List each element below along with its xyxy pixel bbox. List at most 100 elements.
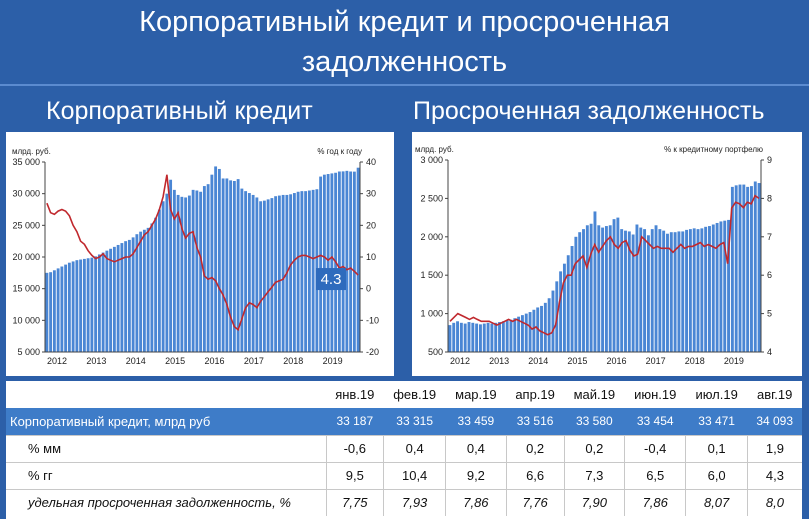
right-tick-label: 9 bbox=[767, 155, 772, 165]
x-tick-label: 2012 bbox=[47, 356, 67, 366]
bar bbox=[631, 234, 635, 352]
table-cell: 33 459 bbox=[445, 408, 507, 435]
bar bbox=[322, 174, 326, 352]
bar bbox=[723, 220, 727, 352]
row-label: % мм bbox=[6, 434, 327, 462]
bar bbox=[184, 197, 188, 352]
bar bbox=[639, 227, 643, 352]
bar bbox=[448, 325, 452, 352]
left-tick-label: 500 bbox=[428, 347, 443, 357]
table-cell: 7,86 bbox=[624, 488, 687, 516]
right-tick-label: 0 bbox=[366, 284, 371, 294]
bar bbox=[352, 171, 356, 352]
bar bbox=[240, 188, 244, 352]
bar bbox=[86, 258, 90, 352]
page-title: Корпоративный кредит и просроченная задо… bbox=[0, 2, 809, 82]
bar bbox=[79, 259, 83, 352]
table-cell: 7,90 bbox=[564, 488, 626, 516]
right-tick-label: 5 bbox=[767, 309, 772, 319]
bar bbox=[547, 298, 551, 352]
bar bbox=[669, 232, 673, 352]
table-cell: 7,93 bbox=[383, 488, 447, 516]
bar bbox=[281, 194, 285, 352]
bar bbox=[311, 189, 315, 352]
bar bbox=[191, 189, 195, 352]
table-row-yoy: % гг 9,5 10,4 9,2 6,6 7,3 6,5 6,0 4,3 bbox=[6, 461, 802, 489]
bar bbox=[120, 243, 124, 352]
bar bbox=[214, 166, 218, 352]
table-cell: 7,3 bbox=[564, 461, 626, 489]
bar bbox=[513, 318, 517, 352]
bar bbox=[266, 199, 270, 352]
bar bbox=[700, 228, 704, 352]
bar bbox=[582, 229, 585, 352]
bar bbox=[142, 229, 146, 352]
bar bbox=[90, 257, 94, 352]
data-table: янв.19 фев.19 мар.19 апр.19 май.19 июн.1… bbox=[6, 381, 802, 516]
x-tick-label: 2015 bbox=[165, 356, 185, 366]
table-cell: 9,2 bbox=[445, 461, 507, 489]
overdue-debt-svg: 500 1 000 1 500 2 000 2 500 3 000 4 5 6 7 8 9 млрд. … bbox=[415, 145, 772, 366]
x-tick-label: 2014 bbox=[126, 356, 146, 366]
bar bbox=[180, 196, 184, 352]
bar bbox=[300, 191, 304, 352]
table-header-cell: авг.19 bbox=[747, 381, 802, 408]
bar bbox=[467, 322, 471, 352]
left-tick-label: 35 000 bbox=[12, 157, 40, 167]
table-cell: 4,3 bbox=[747, 461, 802, 489]
table-row-corporate-credit: Корпоративный кредит, млрд руб 33 187 33… bbox=[6, 408, 802, 435]
overdue-debt-chart: 500 1 000 1 500 2 000 2 500 3 000 4 5 6 7 8 9 млрд. … bbox=[412, 132, 802, 376]
bar bbox=[604, 226, 608, 352]
x-tick-label: 2016 bbox=[204, 356, 224, 366]
bar bbox=[94, 256, 98, 352]
bar bbox=[127, 239, 131, 352]
bar bbox=[498, 322, 501, 352]
bar bbox=[101, 252, 105, 352]
bar bbox=[597, 225, 601, 352]
bar bbox=[471, 322, 475, 352]
x-tick-label: 2017 bbox=[244, 356, 264, 366]
bar bbox=[259, 201, 263, 352]
right-tick-label: 20 bbox=[366, 220, 376, 230]
bar bbox=[673, 232, 677, 352]
bar bbox=[82, 258, 86, 352]
bar bbox=[341, 171, 345, 352]
subtitle-corporate-credit: Корпоративный кредит bbox=[46, 97, 313, 125]
right-tick-label: 4 bbox=[767, 347, 772, 357]
bar bbox=[71, 261, 75, 352]
bar bbox=[746, 186, 750, 352]
table-header-cell: июл.19 bbox=[685, 381, 748, 408]
data-table-container: янв.19 фев.19 мар.19 апр.19 май.19 июн.1… bbox=[6, 381, 802, 519]
bar bbox=[112, 246, 116, 352]
bar bbox=[524, 313, 528, 352]
bar bbox=[662, 230, 666, 352]
bar bbox=[49, 272, 53, 352]
bar bbox=[337, 171, 341, 352]
x-tick-label: 2013 bbox=[489, 356, 509, 366]
bar bbox=[494, 322, 498, 352]
corporate-credit-svg: 5 000 10 000 15 000 20 000 25 000 30 000 35 00… bbox=[12, 147, 379, 366]
bar bbox=[478, 324, 482, 352]
bar bbox=[520, 315, 524, 352]
table-cell: 10,4 bbox=[383, 461, 447, 489]
bar bbox=[456, 321, 459, 352]
x-tick-label: 2019 bbox=[323, 356, 343, 366]
bar bbox=[601, 227, 605, 352]
table-header-cell: июн.19 bbox=[624, 381, 686, 408]
bar bbox=[56, 268, 60, 352]
bar bbox=[635, 224, 639, 352]
bar bbox=[562, 263, 566, 352]
bar bbox=[452, 322, 456, 352]
x-tick-label: 2018 bbox=[685, 356, 705, 366]
bar bbox=[60, 266, 64, 352]
bar bbox=[528, 312, 532, 352]
bar bbox=[247, 193, 251, 352]
bar bbox=[326, 174, 330, 352]
table-cell: -0,6 bbox=[326, 434, 385, 462]
bar bbox=[202, 186, 206, 352]
bar bbox=[750, 186, 753, 352]
bar bbox=[681, 231, 685, 352]
table-header-cell: май.19 bbox=[564, 381, 625, 408]
bar bbox=[135, 234, 139, 352]
x-tick-label: 2017 bbox=[646, 356, 666, 366]
